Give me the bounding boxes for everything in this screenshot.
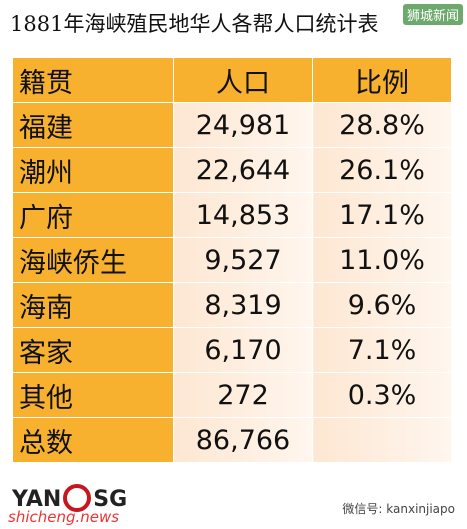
row-label: 海南 [12,282,174,328]
logo-ring [63,484,92,512]
wechat-id: 微信号: kanxinjiapo [342,502,455,516]
table-row: 广府 14,853 17.1% [12,192,452,238]
population-table: 籍贯 人口 比例 福建 24,981 28.8% 潮州 22,644 26.1% 广府 14,853… [12,57,452,463]
table-row: 海峡侨生 9,527 11.0% [12,237,452,283]
watermark: 狮城新闻 [402,4,463,25]
table-row: 其他 272 0.3% [12,372,452,418]
table-cell: 86,766 [173,417,313,463]
row-label: 其他 [12,372,174,418]
table-cell: 6,170 [173,327,313,373]
site-url: shicheng.news [8,508,120,526]
table-cell: 9,527 [173,237,313,283]
title: 1881年海峡殖民地华人各帮人口统计表 [10,12,379,36]
header-row: 籍贯 人口 比例 [12,57,452,103]
table-cell: 26.1% [312,147,452,193]
header-cell: 人口 [173,57,313,103]
table-cell: 14,853 [173,192,313,238]
row-label: 客家 [12,327,174,373]
table-row: 潮州 22,644 26.1% [12,147,452,193]
table-row: 总数 86,766 [12,417,452,463]
logo: YAN SG [12,484,127,512]
table-cell: 0.3% [312,372,452,418]
table-row: 福建 24,981 28.8% [12,102,452,148]
table-row: 海南 8,319 9.6% [12,282,452,328]
table-cell [312,417,452,463]
table-cell: 272 [173,372,313,418]
logo-text: SG [93,487,128,512]
row-label: 海峡侨生 [12,237,174,283]
table-cell: 28.8% [312,102,452,148]
table-cell: 24,981 [173,102,313,148]
table-cell: 7.1% [312,327,452,373]
row-label: 总数 [12,417,174,463]
header-cell: 比例 [312,57,452,103]
table-cell: 11.0% [312,237,452,283]
header-cell: 籍贯 [12,57,174,103]
row-label: 广府 [12,192,174,238]
table-cell: 9.6% [312,282,452,328]
row-label: 福建 [12,102,174,148]
table-row: 客家 6,170 7.1% [12,327,452,373]
table-cell: 8,319 [173,282,313,328]
table-cell: 17.1% [312,192,452,238]
table-cell: 22,644 [173,147,313,193]
logo-text: YAN [12,487,62,512]
row-label: 潮州 [12,147,174,193]
